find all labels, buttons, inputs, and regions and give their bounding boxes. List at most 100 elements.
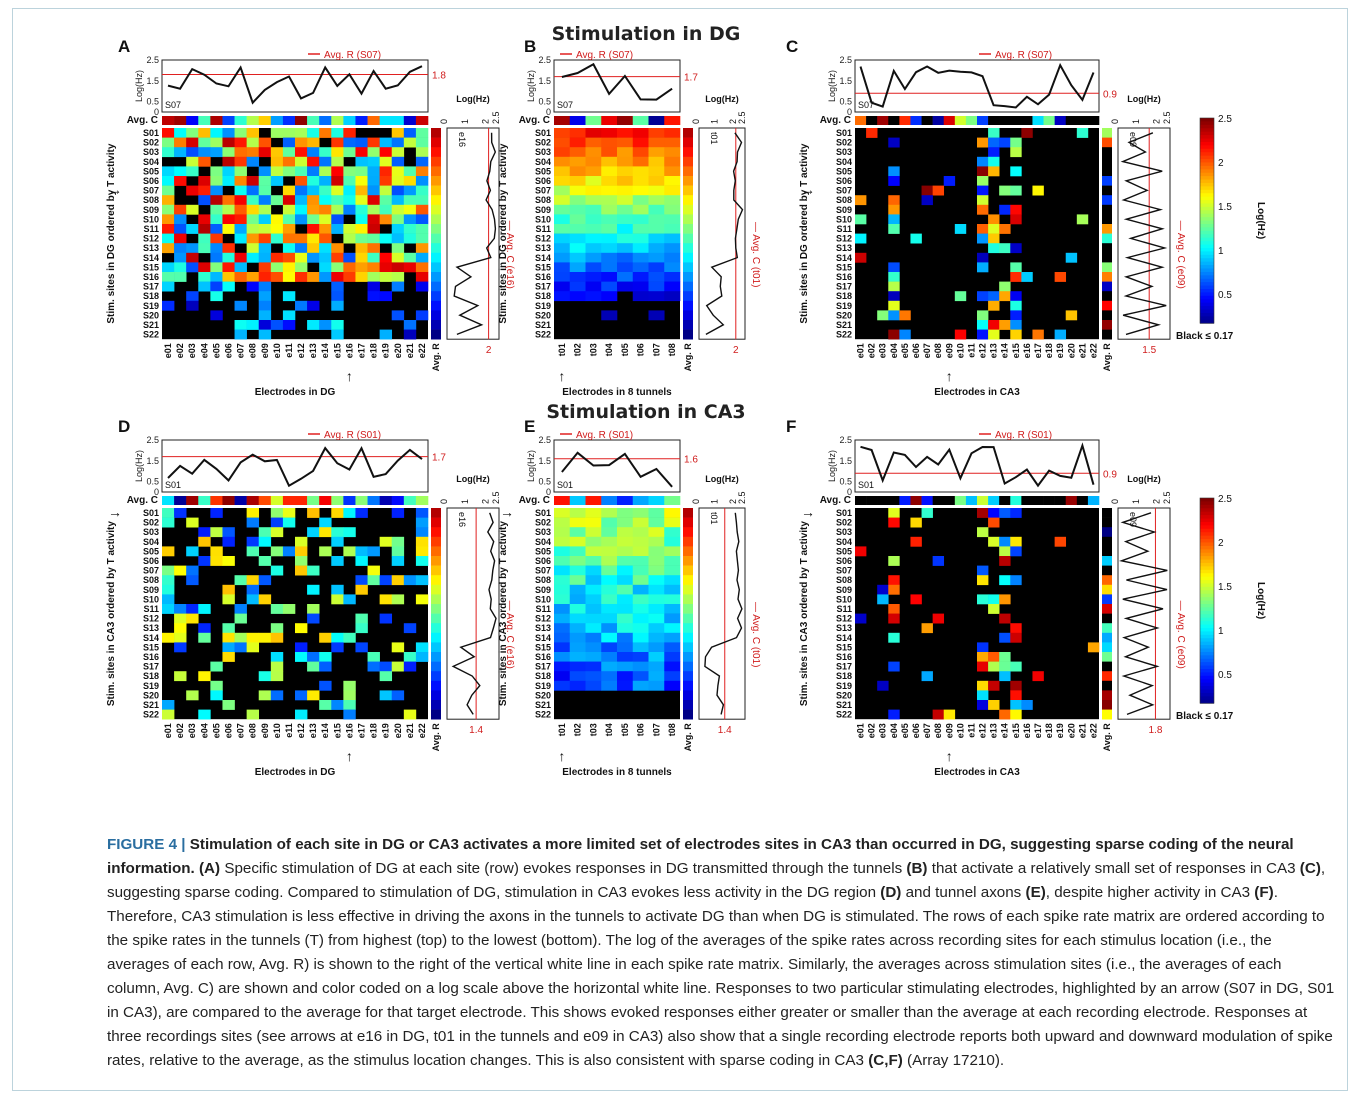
panel-a-cell — [331, 281, 344, 292]
panel-f-colorbar-seg — [1200, 556, 1214, 561]
panel-a-cell — [403, 166, 417, 177]
panel-a-cell — [246, 214, 260, 225]
panel-a-row-label: S18 — [143, 291, 159, 301]
panel-a-cell — [391, 195, 405, 206]
panel-f-colorbar-seg — [1200, 631, 1214, 636]
panel-a-col-label: e08 — [248, 343, 258, 358]
panel-e-cell — [632, 536, 649, 547]
panel-a-avg-r-cell — [431, 166, 441, 177]
panel-b-cell — [569, 137, 586, 148]
panel-a-col-arrow-icon: ↑ — [346, 368, 353, 384]
panel-e-cell — [617, 642, 634, 653]
panel-c-cell — [855, 214, 867, 225]
panel-a-cell — [282, 195, 296, 206]
panel-a-cell — [379, 233, 393, 244]
panel-f-row-label: S06 — [836, 556, 852, 566]
panel-a-cell — [319, 195, 332, 206]
panel-b-cell — [632, 137, 649, 148]
panel-a-cell — [319, 224, 332, 234]
panel-a-cell — [403, 128, 417, 138]
panel-a-cell — [379, 147, 393, 158]
panel-d-avg-c-cell — [331, 496, 344, 505]
panel-b-cell — [664, 185, 681, 196]
panel-a-cell — [391, 176, 405, 186]
panel-b-cell — [648, 272, 665, 282]
panel-c-row-label: S22 — [836, 330, 852, 340]
panel-a-row-label: S22 — [143, 330, 159, 340]
panel-a-cell — [307, 128, 320, 138]
panel-b-cell — [617, 224, 634, 234]
panel-d-cell — [162, 565, 175, 576]
panel-e-cell — [617, 546, 634, 557]
panel-a-cell — [210, 176, 223, 186]
panel-a-cell — [162, 233, 175, 244]
panel-e-cell — [632, 623, 649, 634]
panel-f-cell — [1032, 671, 1044, 682]
panel-b-avg-r-cell — [683, 214, 693, 225]
panel-c-avg-r-cell — [1102, 185, 1112, 196]
panel-e-cell — [585, 527, 602, 538]
panel-a-cell — [186, 185, 199, 196]
panel-a-avg-r-cell — [431, 281, 441, 292]
panel-e-side-tick: 2.5 — [737, 491, 747, 504]
panel-a-cell — [246, 147, 260, 158]
panel-e-side-title: — Avg. C (t01) — [750, 602, 761, 667]
panel-e-cell — [601, 508, 618, 518]
panel-a-row-label: S04 — [143, 157, 159, 167]
panel-b-cell — [632, 204, 649, 215]
panel-b-cell — [601, 128, 618, 138]
panel-a-col-label: e15 — [332, 343, 342, 358]
panel-c-avg-r-cell — [1102, 214, 1112, 225]
panel-d-cell — [367, 661, 380, 672]
panel-d-cell — [162, 700, 175, 710]
panel-d-cell — [246, 517, 260, 528]
panel-c-cell — [888, 195, 900, 206]
panel-c-row-label: S16 — [836, 272, 852, 282]
panel-c-colorbar-seg — [1200, 165, 1214, 170]
panel-c-colorbar-seg — [1200, 275, 1214, 280]
panel-c-cell — [977, 262, 989, 273]
panel-f-cell — [1010, 536, 1022, 547]
panel-d-cell — [258, 556, 272, 566]
panel-c-cell — [1010, 262, 1022, 273]
panel-a-cell — [246, 204, 260, 215]
panel-e-cell — [569, 632, 586, 643]
panel-a-cell — [331, 291, 344, 302]
panel-f-avg-r-cell — [1102, 546, 1112, 557]
panel-d-avg-r-cell — [431, 527, 441, 538]
panel-e-cell — [632, 575, 649, 586]
panel-a-cell — [258, 300, 272, 311]
panel-d-cell — [355, 508, 368, 518]
panel-a-cell — [270, 166, 284, 177]
panel-d-cell — [355, 575, 368, 586]
panel-c-row-label: S17 — [836, 282, 852, 292]
panel-a-ylabel-loghz: Log(Hz) — [134, 70, 144, 102]
caption-label: FIGURE 4 | — [107, 836, 186, 853]
panel-b-cell — [648, 281, 665, 292]
panel-e-avg-r-cell — [683, 565, 693, 576]
panel-d-row-label: S18 — [143, 671, 159, 681]
panel-e-avg-r-cell — [683, 671, 693, 682]
panel-c-cell — [855, 252, 867, 263]
panel-a-cell — [331, 329, 344, 340]
panel-d-cell — [174, 632, 187, 643]
panel-b-cell — [554, 128, 571, 138]
panel-d-cell — [222, 652, 235, 662]
panel-e-cell — [585, 642, 602, 653]
panel-a-cell — [391, 243, 405, 254]
panel-e-side-tick: 0 — [691, 499, 701, 504]
panel-a-col-label: e13 — [308, 343, 318, 358]
panel-f-row-label: S22 — [836, 710, 852, 720]
panel-a-cell — [331, 272, 344, 282]
panel-c-cell — [888, 214, 900, 225]
panel-a-cell — [258, 176, 272, 186]
panel-b-cell — [648, 204, 665, 215]
panel-a-cell — [415, 272, 429, 282]
panel-f-avg-c-cell — [866, 496, 878, 505]
panel-a-row-label: S10 — [143, 214, 159, 224]
panel-e-avg-r-cell — [683, 575, 693, 586]
panel-f-side-trace — [1118, 512, 1168, 716]
panel-d-ytick: 0.5 — [146, 477, 159, 487]
panel-c-cell — [888, 291, 900, 302]
panel-f-colorbar-seg — [1200, 617, 1214, 622]
